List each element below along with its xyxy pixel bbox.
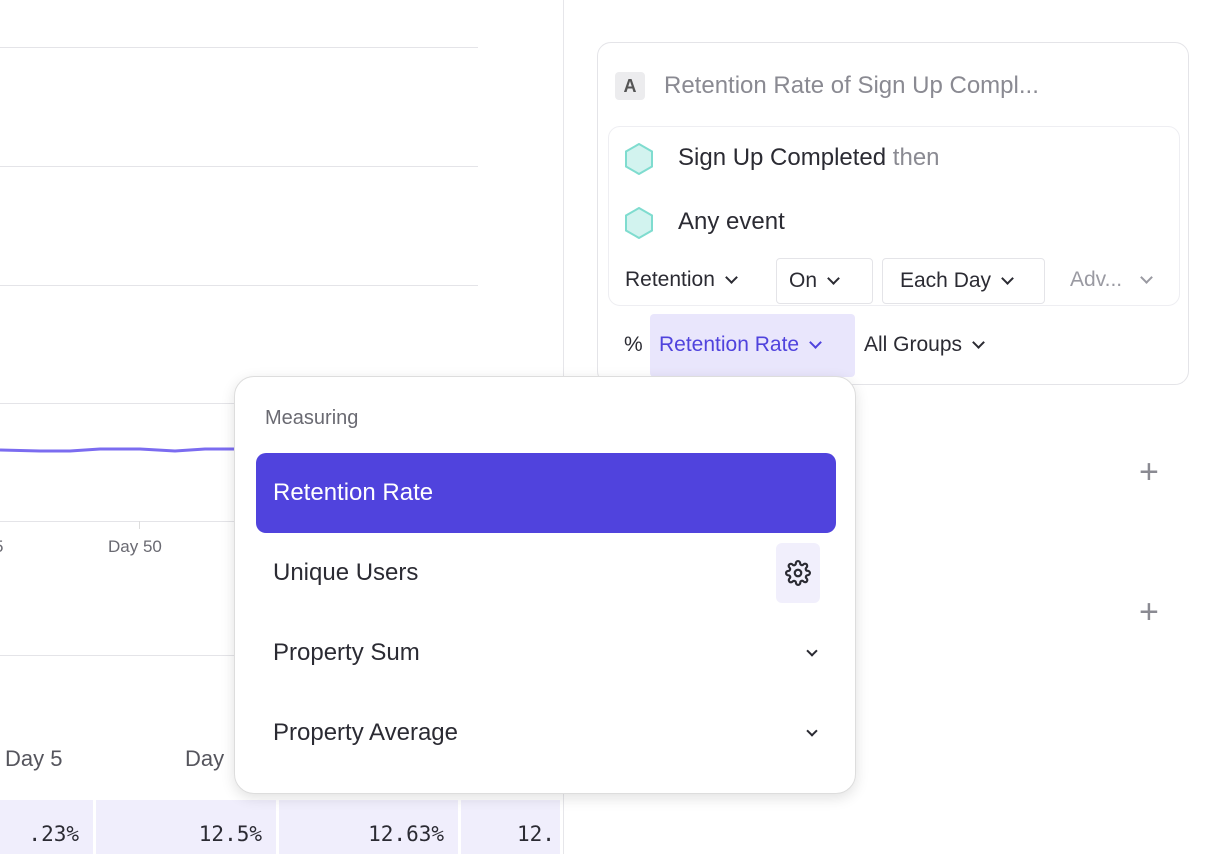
x-tick-label: Day 50 bbox=[108, 537, 162, 556]
gridline bbox=[0, 285, 478, 286]
measure-dropdown[interactable]: Retention Rate bbox=[650, 314, 855, 377]
query-card: A Retention Rate of Sign Up Compl... Sig… bbox=[597, 42, 1189, 385]
column-header: Day 5 bbox=[5, 746, 63, 771]
chevron-down-icon bbox=[725, 271, 738, 284]
retention-line bbox=[0, 447, 240, 453]
gear-icon[interactable] bbox=[776, 543, 820, 603]
chevron-down-icon bbox=[1001, 272, 1014, 285]
x-tick-label: 5 bbox=[0, 537, 3, 557]
event-hexagon-icon bbox=[625, 207, 653, 239]
add-icon[interactable]: + bbox=[1139, 593, 1159, 631]
menu-item-retention-rate[interactable]: Retention Rate bbox=[256, 453, 836, 533]
query-badge: A bbox=[615, 72, 645, 100]
event-connector: then bbox=[892, 144, 940, 171]
table-cell: 12. bbox=[461, 800, 563, 854]
menu-item-unique-users[interactable]: Unique Users bbox=[256, 533, 836, 613]
gridline bbox=[0, 166, 478, 167]
column-header: Day bbox=[185, 746, 225, 771]
retention-label: Retention bbox=[625, 268, 715, 291]
table-cell: 12.5% bbox=[96, 800, 279, 854]
chevron-down-icon bbox=[1140, 271, 1154, 284]
menu-item-label: Property Average bbox=[273, 719, 459, 746]
chevron-down-icon bbox=[806, 725, 818, 737]
x-tick bbox=[139, 521, 140, 529]
menu-item-property-average[interactable]: Property Average bbox=[256, 693, 836, 773]
measuring-menu: Measuring Retention Rate Unique Users Pr… bbox=[234, 376, 856, 794]
advanced-label: Adv... bbox=[1070, 268, 1123, 291]
on-label: On bbox=[789, 269, 818, 292]
event-sign-up-completed[interactable]: Sign Up Completed then bbox=[678, 144, 940, 172]
measure-prefix: % bbox=[624, 333, 643, 356]
event-name: Sign Up Completed bbox=[678, 144, 887, 171]
gridline bbox=[0, 47, 478, 48]
chevron-down-icon bbox=[809, 336, 822, 349]
table-cell: 12.63% bbox=[279, 800, 461, 854]
event-hexagon-icon bbox=[625, 143, 653, 175]
retention-dropdown[interactable]: Retention bbox=[613, 258, 748, 304]
event-group: Sign Up Completed then Any event Retenti… bbox=[608, 126, 1180, 306]
menu-item-property-sum[interactable]: Property Sum bbox=[256, 613, 836, 693]
chevron-down-icon bbox=[827, 272, 840, 285]
add-icon[interactable]: + bbox=[1139, 453, 1159, 491]
measure-label: Retention Rate bbox=[659, 333, 800, 356]
on-dropdown[interactable]: On bbox=[776, 258, 873, 304]
frequency-label: Each Day bbox=[900, 269, 992, 292]
menu-item-label: Unique Users bbox=[273, 559, 419, 586]
series-line bbox=[0, 447, 240, 453]
table-cell: .23% bbox=[0, 800, 96, 854]
groups-dropdown[interactable]: All Groups bbox=[864, 333, 985, 357]
menu-header: Measuring bbox=[265, 407, 359, 429]
advanced-dropdown[interactable]: Adv... bbox=[1058, 258, 1163, 304]
menu-item-label: Property Sum bbox=[273, 639, 420, 666]
chevron-down-icon bbox=[806, 645, 818, 657]
frequency-dropdown[interactable]: Each Day bbox=[882, 258, 1045, 304]
chevron-down-icon bbox=[972, 336, 985, 349]
event-any-event[interactable]: Any event bbox=[678, 208, 785, 235]
query-title[interactable]: Retention Rate of Sign Up Compl... bbox=[664, 72, 1039, 99]
groups-label: All Groups bbox=[864, 333, 963, 356]
